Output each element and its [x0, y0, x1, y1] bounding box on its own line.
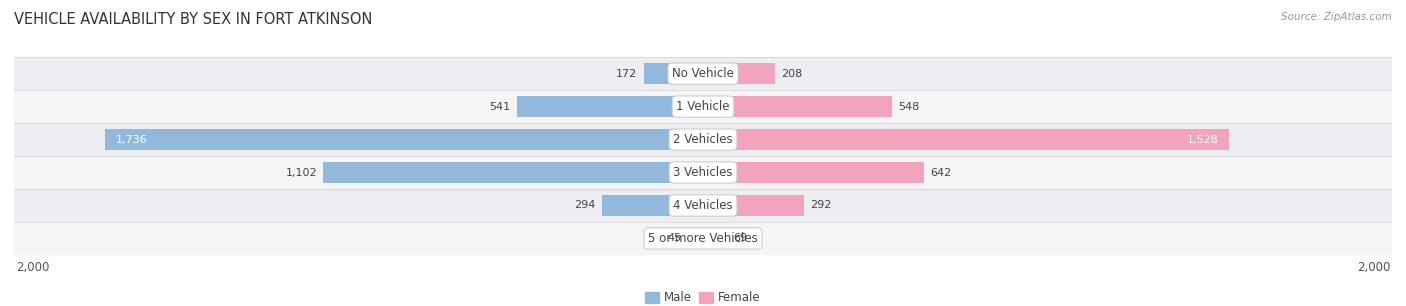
- Text: 548: 548: [898, 102, 920, 112]
- Text: 3 Vehicles: 3 Vehicles: [673, 166, 733, 179]
- Bar: [703, 228, 727, 249]
- Bar: [14, 222, 1392, 255]
- Bar: [516, 96, 703, 117]
- Text: 172: 172: [616, 69, 637, 79]
- Text: VEHICLE AVAILABILITY BY SEX IN FORT ATKINSON: VEHICLE AVAILABILITY BY SEX IN FORT ATKI…: [14, 12, 373, 27]
- Bar: [14, 189, 1392, 222]
- Bar: [14, 156, 1392, 189]
- Text: 1,736: 1,736: [115, 135, 148, 144]
- Text: 541: 541: [489, 102, 510, 112]
- Text: 5 or more Vehicles: 5 or more Vehicles: [648, 232, 758, 245]
- Bar: [105, 129, 703, 150]
- Text: Source: ZipAtlas.com: Source: ZipAtlas.com: [1281, 12, 1392, 22]
- Text: 2,000: 2,000: [1357, 261, 1391, 274]
- Text: 292: 292: [810, 200, 831, 211]
- Legend: Male, Female: Male, Female: [645, 291, 761, 304]
- Bar: [14, 57, 1392, 90]
- Bar: [703, 63, 775, 84]
- Bar: [644, 63, 703, 84]
- Bar: [688, 228, 703, 249]
- Bar: [703, 96, 891, 117]
- Bar: [602, 195, 703, 216]
- Bar: [703, 162, 924, 183]
- Text: 642: 642: [931, 168, 952, 177]
- Text: 2 Vehicles: 2 Vehicles: [673, 133, 733, 146]
- Text: 69: 69: [733, 233, 747, 244]
- Text: 294: 294: [574, 200, 596, 211]
- Text: 2,000: 2,000: [15, 261, 49, 274]
- Bar: [14, 90, 1392, 123]
- Text: 208: 208: [780, 69, 801, 79]
- Text: 45: 45: [668, 233, 682, 244]
- Bar: [703, 129, 1229, 150]
- Bar: [703, 195, 804, 216]
- Bar: [323, 162, 703, 183]
- Bar: [14, 123, 1392, 156]
- Text: 1 Vehicle: 1 Vehicle: [676, 100, 730, 113]
- Text: 4 Vehicles: 4 Vehicles: [673, 199, 733, 212]
- Text: No Vehicle: No Vehicle: [672, 67, 734, 80]
- Text: 1,528: 1,528: [1187, 135, 1219, 144]
- Text: 1,102: 1,102: [285, 168, 318, 177]
